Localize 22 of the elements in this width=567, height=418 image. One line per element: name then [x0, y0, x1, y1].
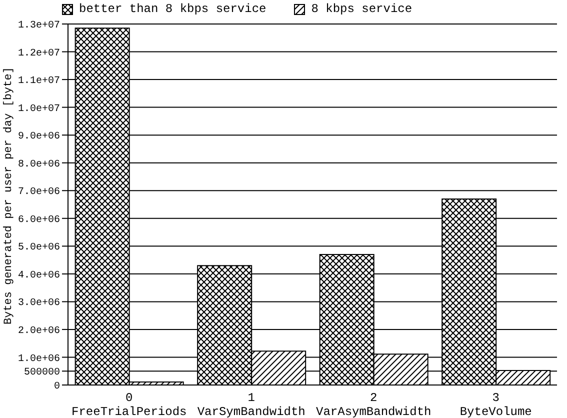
y-tick-label: 0 [54, 382, 60, 393]
x-tick-label: 0 FreeTrialPeriods [72, 391, 187, 418]
y-tick-label: 1.1e+07 [18, 76, 60, 88]
y-tick-label: 5.0e+06 [18, 242, 60, 254]
x-tick-label: 1 VarSymBandwidth [197, 391, 306, 418]
y-tick-label: 1.3e+07 [18, 20, 60, 32]
x-tick-label: 2 VarAsymBandwidth [316, 391, 432, 418]
y-tick-label: 8.0e+06 [18, 159, 60, 170]
y-tick-label: 1.2e+07 [18, 48, 60, 60]
y-tick-label: 500000 [24, 368, 60, 379]
y-tick-label: 1.0e+07 [18, 104, 60, 115]
y-tick-label: 6.0e+06 [18, 214, 60, 226]
y-tick-label: 1.0e+06 [18, 354, 60, 365]
y-axis-title: Bytes generated per user per day [byte] [2, 67, 15, 324]
legend-label: 8 kbps service [311, 2, 412, 16]
y-tick-label: 3.0e+06 [18, 298, 60, 310]
y-tick-label: 9.0e+06 [18, 132, 60, 143]
legend-label: better than 8 kbps service [79, 2, 266, 16]
y-tick-label: 2.0e+06 [18, 326, 60, 338]
y-tick-label: 4.0e+06 [18, 270, 60, 282]
y-tick-label: 7.0e+06 [18, 187, 60, 198]
x-tick-label: 3 ByteVolume [460, 391, 532, 418]
